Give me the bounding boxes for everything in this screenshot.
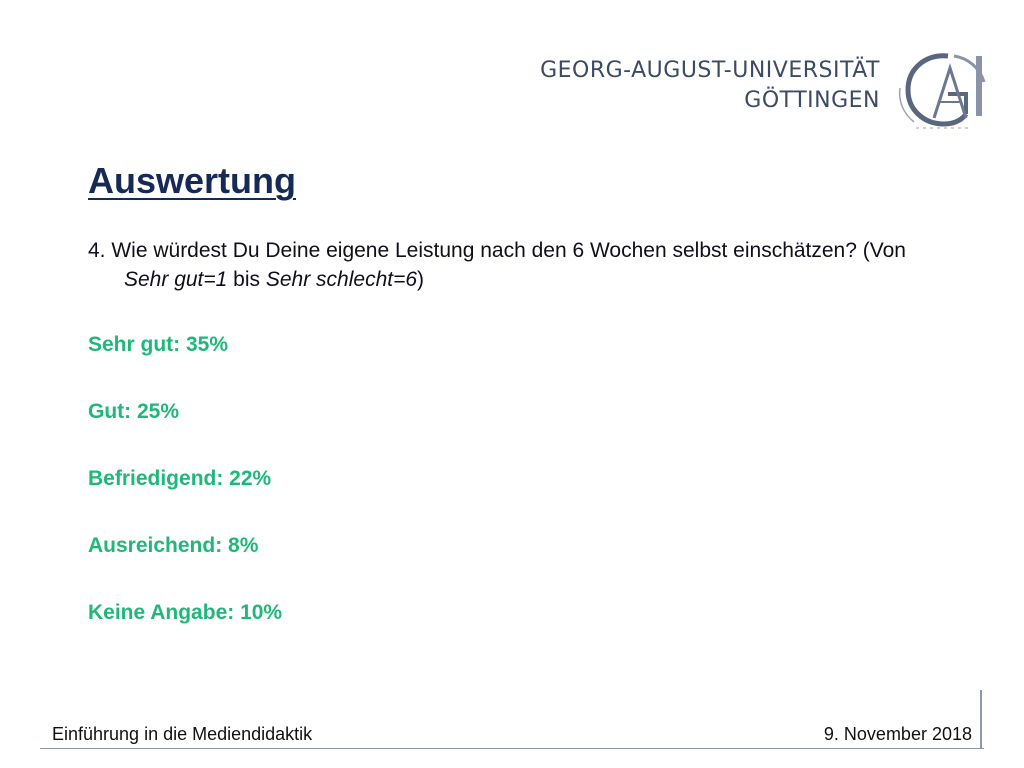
university-name-line2: GÖTTINGEN: [744, 88, 880, 113]
footer-divider: [40, 748, 984, 749]
footer-divider-vertical: [980, 690, 982, 748]
question-scale-best: Sehr gut=1: [124, 268, 228, 291]
answer-item: Sehr gut: 35%: [88, 333, 229, 356]
university-seal-logo-icon: [898, 53, 986, 129]
answer-item: Gut: 25%: [88, 400, 180, 423]
footer-course-title: Einführung in die Mediendidaktik: [52, 724, 313, 744]
slide-title: Auswertung: [88, 160, 297, 201]
survey-question: 4. Wie würdest Du Deine eigene Leistung …: [88, 236, 944, 294]
question-text-end: ): [417, 268, 425, 291]
answer-item: Keine Angabe: 10%: [88, 601, 283, 624]
university-name-line1: GEORG-AUGUST-UNIVERSITÄT: [540, 58, 880, 83]
question-text-middle: bis: [227, 268, 266, 291]
answer-item: Befriedigend: 22%: [88, 467, 272, 490]
university-name: GEORG-AUGUST-UNIVERSITÄT GÖTTINGEN: [540, 56, 880, 116]
footer-date: 9. November 2018: [823, 724, 972, 744]
question-scale-worst: Sehr schlecht=6: [265, 268, 418, 291]
question-text: 4. Wie würdest Du Deine eigene Leistung …: [88, 239, 906, 262]
answer-item: Ausreichend: 8%: [88, 534, 259, 557]
answer-list: Sehr gut: 35% Gut: 25% Befriedigend: 22%…: [88, 330, 282, 665]
